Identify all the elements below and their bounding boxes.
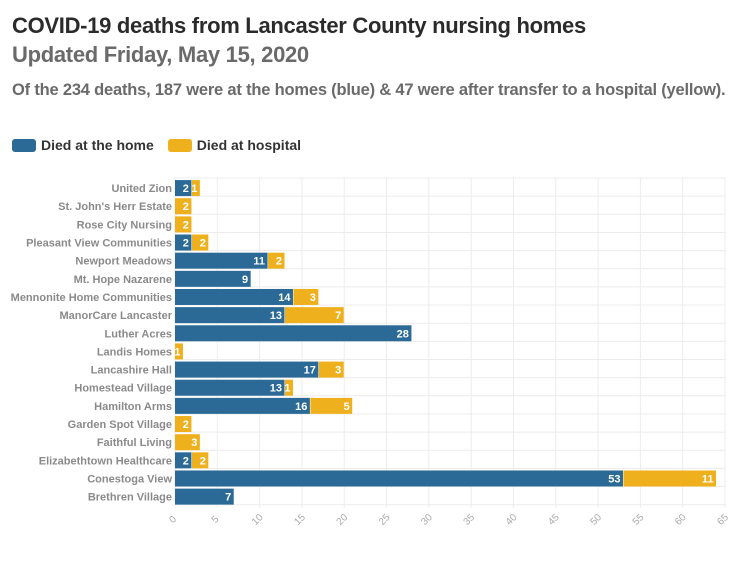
value-label-hospital: 7 [335, 310, 341, 322]
bar-segment-home[interactable] [175, 234, 192, 251]
legend: Died at the home Died at hospital [12, 137, 315, 153]
bar-segment-home[interactable] [175, 307, 285, 324]
bar-segment-hospital[interactable] [191, 234, 209, 251]
value-label-home: 2 [183, 183, 189, 195]
x-tick-label: 55 [631, 512, 647, 528]
x-tick-label: 65 [715, 512, 731, 528]
bar-segment-hospital[interactable] [318, 361, 344, 378]
value-label-hospital: 3 [310, 292, 316, 304]
value-label-home: 17 [304, 365, 316, 377]
value-label-home: 13 [270, 383, 282, 395]
bar-segment-hospital[interactable] [310, 397, 353, 414]
value-label-hospital: 2 [276, 256, 282, 268]
category-label: Faithful Living [97, 437, 172, 449]
bar-segment-hospital[interactable] [623, 470, 717, 487]
bar-segment-hospital[interactable] [175, 343, 183, 360]
legend-label-home: Died at the home [41, 137, 154, 153]
chart-subtitle: Of the 234 deaths, 187 were at the homes… [12, 81, 726, 99]
category-label: Newport Meadows [75, 256, 172, 268]
category-label: United Zion [112, 183, 173, 195]
bar-segment-hospital[interactable] [191, 452, 209, 469]
value-label-home: 9 [242, 274, 248, 286]
bar-segment-home[interactable] [175, 252, 268, 269]
legend-swatch-hospital [167, 138, 192, 152]
value-label-hospital: 1 [284, 383, 290, 395]
x-tick-label: 5 [210, 514, 222, 526]
legend-item-hospital[interactable]: Died at hospital [167, 137, 302, 153]
bar-segment-hospital[interactable] [268, 252, 285, 269]
bar-chart: United Zion 2 1St. John's Herr Estate 2Rose… [11, 177, 731, 528]
value-label-hospital: 1 [174, 346, 180, 358]
category-label: Hamilton Arms [94, 401, 172, 413]
category-label: Homestead Village [74, 383, 172, 395]
bar-segment-home[interactable] [175, 270, 251, 287]
value-label-home: 28 [397, 328, 409, 340]
bar-segment-home[interactable] [175, 325, 412, 342]
value-label-home: 16 [295, 401, 307, 413]
value-label-hospital: 2 [183, 419, 189, 431]
bar-segment-home[interactable] [175, 361, 319, 378]
x-tick-label: 15 [292, 512, 308, 528]
x-tick-label: 35 [462, 512, 478, 528]
category-label: Garden Spot Village [68, 419, 172, 431]
bar-segment-hospital[interactable] [175, 198, 192, 215]
bar-segment-hospital[interactable] [175, 416, 192, 433]
category-label: Landis Homes [97, 346, 172, 358]
x-tick-label: 30 [419, 512, 435, 528]
bar-segment-home[interactable] [175, 452, 192, 469]
value-label-home: 14 [278, 292, 291, 304]
x-tick-label: 50 [588, 512, 604, 528]
category-label: Rose City Nursing [77, 219, 172, 231]
value-label-hospital: 2 [183, 219, 189, 231]
category-label: Lancashire Hall [91, 365, 172, 377]
legend-item-home[interactable]: Died at the home [12, 137, 154, 153]
bar-segment-home[interactable] [175, 180, 192, 197]
value-label-home: 53 [608, 473, 620, 485]
category-label: St. John's Herr Estate [58, 201, 172, 213]
value-label-home: 11 [253, 256, 265, 268]
value-label-home: 13 [270, 310, 282, 322]
value-label-home: 7 [225, 492, 231, 504]
category-label: Conestoga View [87, 473, 172, 485]
x-tick-label: 25 [377, 512, 393, 528]
updated-date: Updated Friday, May 15, 2020 [12, 42, 309, 67]
value-label-home: 2 [183, 455, 189, 467]
bar-segment-home[interactable] [175, 488, 234, 505]
category-label: Mt. Hope Nazarene [74, 274, 172, 286]
x-tick-label: 60 [673, 512, 689, 528]
bar-segment-home[interactable] [175, 470, 623, 487]
bar-segment-hospital[interactable] [293, 288, 319, 305]
value-label-hospital: 5 [344, 401, 350, 413]
bar-segment-home[interactable] [175, 397, 310, 414]
bar-segment-hospital[interactable] [175, 434, 200, 451]
value-label-hospital: 3 [191, 437, 197, 449]
bar-segment-home[interactable] [175, 288, 293, 305]
category-label: Luther Acres [105, 328, 172, 340]
bar-segment-hospital[interactable] [285, 379, 293, 396]
bar-segment-home[interactable] [175, 379, 285, 396]
x-tick-label: 0 [167, 514, 179, 526]
bar-segment-hospital[interactable] [285, 307, 344, 324]
value-label-hospital: 2 [200, 238, 206, 250]
value-label-hospital: 1 [191, 183, 197, 195]
chart-title: COVID-19 deaths from Lancaster County nu… [12, 13, 586, 38]
category-label: Brethren Village [88, 492, 172, 504]
x-tick-label: 10 [250, 512, 266, 528]
bar-segment-hospital[interactable] [175, 216, 192, 233]
value-label-hospital: 11 [702, 473, 714, 485]
x-tick-label: 40 [504, 512, 520, 528]
x-tick-label: 20 [335, 512, 351, 528]
value-label-hospital: 2 [200, 455, 206, 467]
category-label: Pleasant View Communities [26, 238, 172, 250]
category-label: Mennonite Home Communities [11, 292, 172, 304]
bar-segment-hospital[interactable] [191, 180, 200, 197]
category-label: Elizabethtown Healthcare [39, 455, 172, 467]
value-label-hospital: 2 [183, 201, 189, 213]
value-label-hospital: 3 [335, 365, 341, 377]
value-label-home: 2 [183, 238, 189, 250]
legend-label-hospital: Died at hospital [196, 137, 302, 153]
legend-swatch-home [12, 138, 36, 152]
x-tick-label: 45 [546, 512, 562, 528]
category-label: ManorCare Lancaster [60, 310, 173, 322]
